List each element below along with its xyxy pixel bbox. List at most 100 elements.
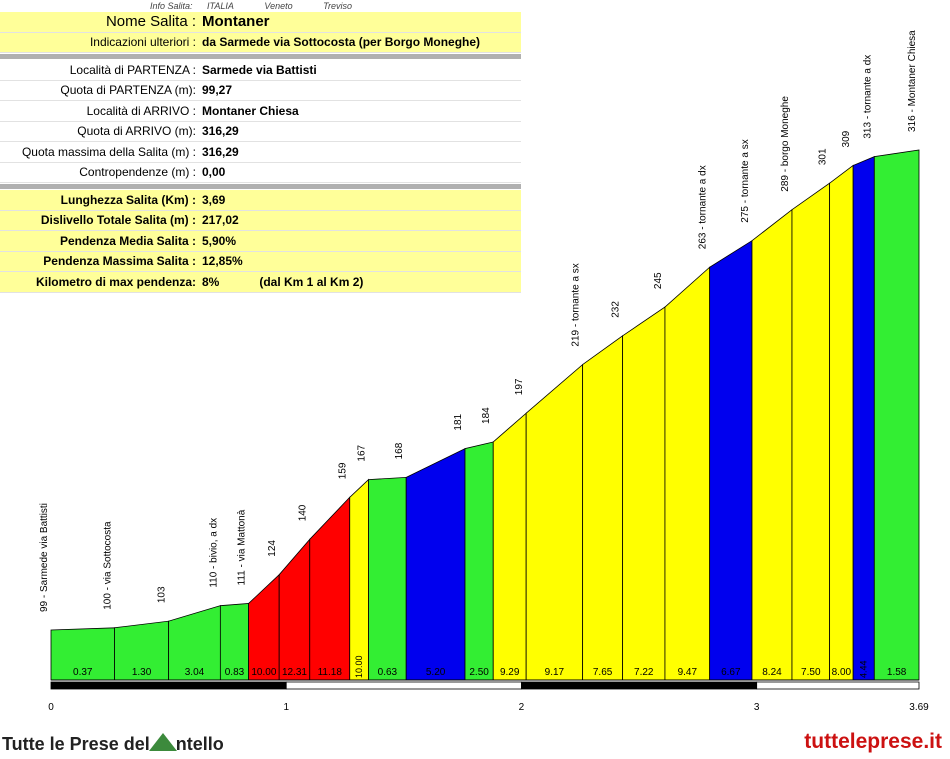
avg-label: Pendenza Media Salita :	[59, 233, 196, 248]
info-row-name: Nome Salita : Montaner	[0, 12, 521, 33]
meta-region: Veneto	[264, 1, 293, 11]
profile-segment	[278, 538, 311, 681]
brand-url: tutteleprese.it	[804, 730, 942, 753]
x-tick-label: 3	[754, 702, 760, 713]
climb-meta: Info Salita: ITALIA Veneto Treviso	[150, 1, 380, 11]
point-altitude-label: 184	[481, 407, 492, 424]
length-label: Lunghezza Salita (Km) :	[60, 192, 196, 207]
x-tick-label: 0	[48, 702, 54, 713]
segment-grade-label: 8.24	[762, 667, 782, 678]
profile-segment	[248, 573, 280, 681]
separator	[0, 184, 521, 189]
maxkm-label: Kilometro di max pendenza:	[35, 274, 196, 289]
name-label: Nome Salita :	[105, 13, 196, 31]
info-row-maxkm: Kilometro di max pendenza: 8% (dal Km 1 …	[0, 272, 521, 293]
segment-grade-label: 1.58	[887, 667, 907, 678]
info-row-avg: Pendenza Media Salita : 5,90%	[0, 231, 521, 252]
maxkm-note: (dal Km 1 al Km 2)	[259, 274, 364, 289]
point-altitude-label: 167	[357, 444, 368, 461]
start-alt-label: Quota di PARTENZA (m):	[60, 83, 196, 98]
point-altitude-label: 168	[394, 442, 405, 459]
end-alt-value: 316,29	[202, 124, 239, 139]
extra-value: da Sarmede via Sottocosta (per Borgo Mon…	[202, 35, 481, 50]
profile-segment	[368, 476, 407, 681]
max-alt-value: 316,29	[202, 144, 239, 159]
maxgrad-value: 12,85%	[202, 254, 243, 269]
point-altitude-label: 245	[653, 272, 664, 289]
point-altitude-label: 124	[267, 540, 278, 557]
start-loc-value: Sarmede via Battisti	[202, 62, 317, 77]
segment-grade-label: 12.31	[282, 667, 307, 678]
maxkm-value: 8%	[202, 274, 220, 289]
max-alt-label: Quota massima della Salita (m) :	[21, 144, 196, 159]
separator	[0, 54, 521, 59]
point-altitude-label: 219 - tornante a sx	[571, 263, 582, 346]
segment-grade-label: 9.17	[545, 667, 565, 678]
end-alt-label: Quota di ARRIVO (m):	[77, 124, 196, 139]
point-altitude-label: 313 - tornante a dx	[862, 55, 873, 139]
info-row-length: Lunghezza Salita (Km) : 3,69	[0, 190, 521, 211]
point-altitude-label: 181	[453, 413, 464, 430]
segment-grade-label: 8.00	[832, 667, 852, 678]
segment-grade-label: 1.30	[132, 667, 152, 678]
point-altitude-label: 159	[338, 462, 349, 479]
segment-grade-label: 9.29	[500, 667, 520, 678]
meta-info-label: Info Salita:	[150, 1, 193, 11]
segment-grade-label: 5.20	[426, 667, 446, 678]
gain-value: 217,02	[202, 213, 239, 228]
profile-segment	[751, 208, 793, 681]
profile-segment	[873, 149, 920, 681]
mountain-icon	[148, 733, 177, 751]
km-bar-segment	[285, 681, 522, 690]
point-altitude-label: 99 - Sarmede via Battisti	[39, 503, 50, 612]
segment-grade-label: 0.83	[225, 667, 245, 678]
profile-segment	[492, 412, 527, 681]
segment-grade-label: 4.44	[859, 660, 869, 678]
info-row-start-loc: Località di PARTENZA : Sarmede via Batti…	[0, 60, 521, 81]
point-altitude-label: 275 - tornante a sx	[740, 139, 751, 222]
point-altitude-label: 103	[157, 586, 168, 603]
point-altitude-label: 197	[514, 378, 525, 395]
segment-grade-label: 10.00	[354, 655, 364, 678]
x-tick-label: 2	[519, 702, 525, 713]
profile-segment	[709, 239, 753, 681]
x-tick-label: 3.69	[909, 702, 929, 713]
start-loc-label: Località di PARTENZA :	[69, 62, 196, 77]
point-altitude-label: 309	[841, 130, 852, 147]
avg-value: 5,90%	[202, 233, 237, 248]
point-altitude-label: 232	[611, 301, 622, 318]
segment-grade-label: 0.37	[73, 667, 93, 678]
profile-segment	[829, 164, 854, 681]
info-row-maxgrad: Pendenza Massima Salita : 12,85%	[0, 251, 521, 272]
profile-segment	[349, 478, 369, 681]
segment-grade-label: 7.65	[593, 667, 613, 678]
segment-grade-label: 10.00	[251, 667, 276, 678]
km-bar-segment	[50, 681, 287, 690]
brand-prefix: Tutte le Prese del	[2, 734, 150, 754]
segment-grade-label: 3.04	[185, 667, 205, 678]
info-row-counter: Contropendenze (m) : 0,00	[0, 163, 521, 183]
point-altitude-label: 301	[818, 148, 829, 165]
segment-grade-label: 7.50	[801, 667, 821, 678]
point-altitude-label: 110 - bivio, a dx	[208, 518, 219, 588]
profile-segment	[791, 182, 831, 681]
segment-grade-label: 11.18	[318, 667, 343, 678]
profile-segment	[405, 447, 466, 681]
info-row-gain: Dislivello Totale Salita (m) : 217,02	[0, 210, 521, 231]
counter-value: 0,00	[202, 165, 226, 180]
profile-segment	[582, 335, 624, 681]
point-altitude-label: 316 - Montaner Chiesa	[907, 30, 918, 132]
length-value: 3,69	[202, 192, 226, 207]
brand-suffix: ntello	[175, 734, 224, 754]
segment-grade-label: 2.50	[469, 667, 489, 678]
segment-grade-label: 6.67	[721, 667, 741, 678]
point-altitude-label: 140	[298, 504, 309, 521]
meta-country: ITALIA	[207, 1, 234, 11]
brand-logo-text: Tutte le Prese del ntello	[2, 733, 224, 755]
km-bar-segment	[521, 681, 758, 690]
profile-segment	[309, 496, 351, 681]
extra-label: Indicazioni ulteriori :	[89, 35, 196, 50]
profile-segment	[664, 266, 711, 681]
start-alt-value: 99,27	[202, 83, 233, 98]
counter-label: Contropendenze (m) :	[79, 165, 196, 180]
